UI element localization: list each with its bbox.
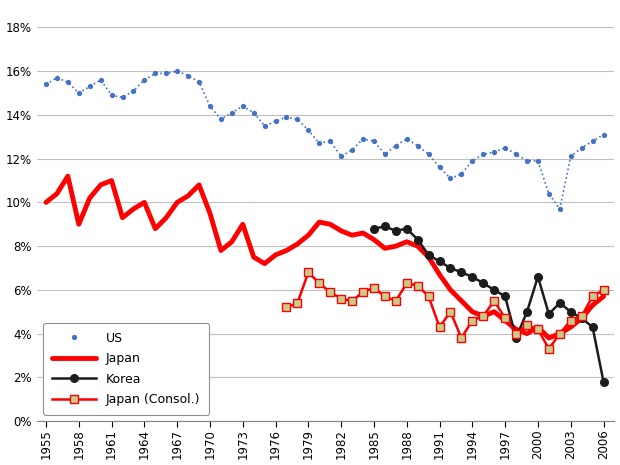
Line: Japan (Consol.): Japan (Consol.) bbox=[282, 268, 608, 353]
Japan (Consol.) bbox=[534, 326, 542, 332]
Japan bbox=[545, 335, 552, 341]
Japan (Consol.) bbox=[359, 289, 366, 295]
Korea bbox=[578, 316, 585, 321]
Korea bbox=[534, 274, 542, 279]
Japan (Consol.) bbox=[370, 285, 378, 291]
Japan (Consol.) bbox=[403, 280, 410, 286]
Japan bbox=[600, 294, 607, 299]
Japan (Consol.) bbox=[425, 294, 432, 299]
Korea bbox=[469, 274, 476, 279]
Japan (Consol.) bbox=[447, 309, 454, 314]
Japan bbox=[414, 243, 422, 249]
Japan (Consol.) bbox=[589, 294, 596, 299]
Japan (Consol.) bbox=[567, 318, 575, 323]
Line: Korea: Korea bbox=[370, 223, 608, 385]
US bbox=[86, 84, 94, 89]
Korea bbox=[392, 228, 399, 233]
Korea bbox=[556, 300, 564, 306]
Japan (Consol.) bbox=[337, 296, 345, 301]
US bbox=[348, 147, 356, 153]
Japan (Consol.) bbox=[414, 283, 422, 288]
Japan (Consol.) bbox=[304, 270, 312, 275]
Korea bbox=[523, 309, 531, 314]
Japan bbox=[316, 219, 323, 225]
Japan (Consol.) bbox=[479, 313, 487, 319]
Japan bbox=[250, 254, 257, 260]
Korea bbox=[370, 226, 378, 232]
US bbox=[392, 143, 399, 148]
Japan (Consol.) bbox=[436, 324, 443, 330]
Japan (Consol.) bbox=[545, 346, 552, 352]
US bbox=[42, 81, 50, 87]
Japan bbox=[392, 243, 399, 249]
Korea bbox=[458, 270, 465, 275]
Korea bbox=[436, 259, 443, 264]
Japan bbox=[64, 173, 71, 179]
Japan (Consol.) bbox=[469, 318, 476, 323]
Korea bbox=[545, 311, 552, 317]
Japan (Consol.) bbox=[348, 298, 356, 304]
US bbox=[250, 110, 257, 115]
Japan (Consol.) bbox=[600, 287, 607, 292]
Legend: US, Japan, Korea, Japan (Consol.): US, Japan, Korea, Japan (Consol.) bbox=[43, 323, 209, 415]
Korea bbox=[425, 252, 432, 258]
Korea bbox=[589, 324, 596, 330]
US bbox=[556, 206, 564, 212]
US bbox=[316, 140, 323, 146]
Japan bbox=[97, 182, 104, 188]
US bbox=[600, 132, 607, 137]
Korea bbox=[381, 224, 389, 229]
Korea bbox=[447, 265, 454, 271]
Korea bbox=[600, 379, 607, 385]
Korea bbox=[479, 280, 487, 286]
Japan bbox=[42, 199, 50, 205]
Japan (Consol.) bbox=[523, 322, 531, 328]
Japan bbox=[348, 232, 356, 238]
Korea bbox=[502, 294, 509, 299]
Japan (Consol.) bbox=[556, 331, 564, 336]
Japan (Consol.) bbox=[458, 335, 465, 341]
Korea bbox=[414, 237, 422, 242]
Japan (Consol.) bbox=[327, 289, 334, 295]
Japan (Consol.) bbox=[502, 316, 509, 321]
Korea bbox=[567, 309, 575, 314]
Japan (Consol.) bbox=[392, 298, 399, 304]
Japan (Consol.) bbox=[512, 331, 520, 336]
Japan (Consol.) bbox=[283, 305, 290, 310]
US bbox=[174, 68, 181, 74]
Japan (Consol.) bbox=[316, 280, 323, 286]
Line: US: US bbox=[43, 68, 606, 212]
Japan (Consol.) bbox=[381, 294, 389, 299]
Japan (Consol.) bbox=[294, 300, 301, 306]
Line: Japan: Japan bbox=[46, 176, 603, 338]
Korea bbox=[403, 226, 410, 232]
Korea bbox=[490, 287, 498, 292]
US bbox=[414, 143, 422, 148]
Japan (Consol.) bbox=[578, 313, 585, 319]
Korea bbox=[512, 335, 520, 341]
Japan (Consol.) bbox=[490, 298, 498, 304]
